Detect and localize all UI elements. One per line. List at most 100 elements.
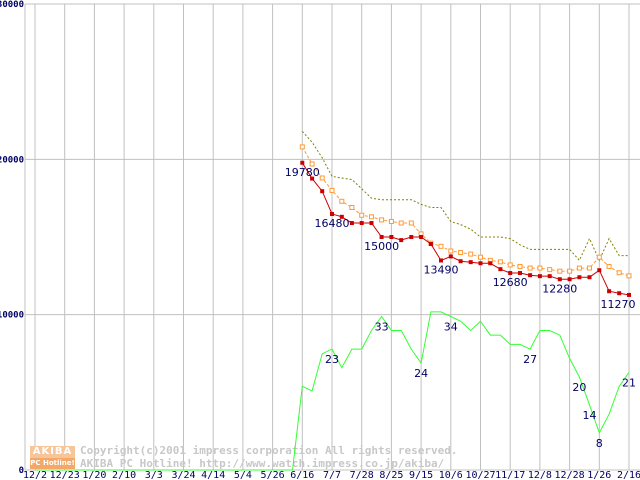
- x-tick-label: 7/28: [350, 470, 374, 480]
- point-price-red: [409, 235, 414, 239]
- y-axis-ticks: 30000 20000 10000 0: [0, 0, 24, 476]
- x-tick-label: 2/16: [617, 470, 640, 480]
- green-data-label: 8: [596, 437, 603, 450]
- point-price-red: [379, 235, 384, 239]
- series-line-middle-orange: [301, 146, 630, 277]
- point-middle-orange: [339, 198, 345, 204]
- red-data-label: 15000: [364, 240, 399, 253]
- point-middle-orange: [586, 265, 592, 271]
- x-tick-label: 10/27: [465, 470, 495, 480]
- point-middle-orange: [398, 220, 404, 226]
- point-price-red: [617, 291, 622, 296]
- point-price-red: [330, 212, 334, 217]
- akiba-logo: AKIBA PC Hotline!: [30, 446, 75, 469]
- x-tick-label: 5/26: [261, 470, 285, 480]
- point-middle-orange: [497, 259, 503, 265]
- point-price-red: [359, 221, 364, 226]
- point-middle-orange: [606, 264, 612, 270]
- point-middle-orange: [626, 273, 632, 279]
- point-middle-orange: [537, 265, 543, 271]
- point-price-red: [508, 271, 513, 276]
- green-data-label: 23: [325, 353, 339, 366]
- point-middle-orange: [468, 251, 474, 257]
- grid-lines: [24, 3, 640, 471]
- x-tick-label: 10/6: [439, 470, 463, 480]
- x-tick-label: 8/25: [379, 470, 403, 480]
- green-data-label: 34: [444, 321, 458, 334]
- green-data-label: 24: [414, 367, 428, 380]
- data-labels: 19780 16480 15000 13490 12680 12280 11270 23 33 2…: [285, 166, 636, 450]
- x-axis-ticks: 12/2 12/23 1/20 2/10 3/3 3/24 4/14 5/4 5/26 6/16 7…: [23, 470, 640, 480]
- point-middle-orange: [527, 265, 533, 271]
- point-price-red: [349, 221, 354, 226]
- point-middle-orange: [309, 161, 315, 167]
- point-price-red: [428, 241, 433, 246]
- point-price-red: [478, 261, 483, 266]
- point-middle-orange: [448, 248, 454, 254]
- point-middle-orange: [547, 267, 553, 273]
- green-data-label: 20: [572, 381, 586, 394]
- red-data-label: 12680: [493, 276, 528, 289]
- point-price-red: [438, 258, 443, 263]
- series-line-upper-dotted: [301, 131, 629, 262]
- green-data-label: 21: [622, 376, 636, 389]
- point-price-red: [607, 289, 612, 294]
- point-price-red: [518, 271, 523, 276]
- logo-akiba-text: AKIBA: [30, 446, 75, 458]
- x-tick-label: 12/23: [50, 470, 80, 480]
- point-middle-orange: [557, 268, 563, 274]
- green-data-label: 27: [523, 353, 537, 366]
- point-middle-orange: [349, 204, 355, 210]
- series-line-price-red: [301, 162, 630, 296]
- x-tick-label: 12/8: [528, 470, 552, 480]
- point-middle-orange: [299, 144, 305, 150]
- point-price-red: [300, 160, 305, 165]
- red-data-label: 13490: [423, 263, 458, 276]
- x-tick-label: 7/7: [323, 470, 341, 480]
- point-middle-orange: [596, 254, 602, 260]
- point-price-red: [488, 261, 493, 266]
- point-price-red: [498, 267, 503, 272]
- x-tick-label: 2/10: [112, 470, 136, 480]
- green-data-label: 33: [375, 321, 389, 334]
- point-middle-orange: [408, 220, 414, 226]
- x-tick-label: 11/17: [495, 470, 525, 480]
- red-data-label: 19780: [285, 166, 320, 179]
- point-middle-orange: [438, 243, 444, 249]
- x-tick-label: 3/3: [145, 470, 163, 480]
- point-price-red: [369, 221, 374, 226]
- watermark-copyright: Copyright(c)2001 impress corporation All…: [80, 444, 458, 457]
- red-data-label: 16480: [315, 217, 350, 230]
- point-price-red: [320, 189, 325, 194]
- x-tick-label: 4/14: [201, 470, 225, 480]
- red-data-label: 11270: [601, 298, 636, 311]
- point-price-red: [597, 268, 602, 273]
- point-price-red: [419, 235, 424, 239]
- point-price-red: [310, 176, 315, 181]
- point-middle-orange: [379, 217, 385, 223]
- point-price-red: [448, 254, 453, 259]
- point-middle-orange: [319, 175, 325, 181]
- y-tick-label: 30000: [0, 0, 24, 10]
- point-middle-orange: [478, 254, 483, 260]
- y-tick-label: 0: [19, 466, 24, 476]
- watermark: Copyright(c)2001 impress corporation All…: [80, 444, 458, 470]
- series-group: [35, 131, 632, 471]
- point-middle-orange: [369, 214, 375, 220]
- point-middle-orange: [388, 218, 394, 224]
- x-tick-label: 1/26: [587, 470, 611, 480]
- x-tick-label: 5/4: [234, 470, 252, 480]
- point-price-red: [399, 238, 404, 243]
- point-price-red: [537, 274, 542, 279]
- x-tick-label: 12/28: [555, 470, 585, 480]
- point-price-red: [577, 275, 582, 280]
- series-line-count-green: [35, 311, 630, 471]
- point-middle-orange: [359, 212, 365, 218]
- point-price-red: [627, 292, 631, 297]
- x-tick-label: 9/15: [409, 470, 433, 480]
- red-data-label: 12280: [542, 282, 577, 295]
- point-middle-orange: [576, 265, 582, 271]
- point-middle-orange: [616, 270, 622, 276]
- x-tick-label: 1/20: [82, 470, 106, 480]
